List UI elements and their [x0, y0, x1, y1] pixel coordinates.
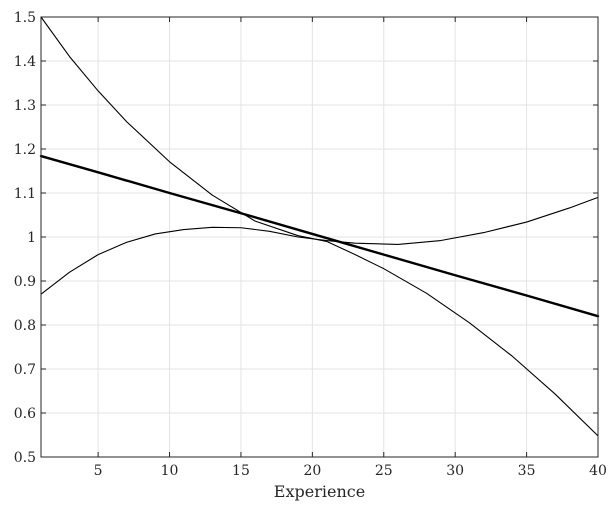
y-tick-label: 1.5: [14, 10, 36, 26]
ticks: 5 10 15 20 25 30 35 40 0.5 0.6 0.7 0.8 0.9 1 1.1 1.2 1.3…: [14, 10, 607, 479]
series-line-3: [40, 196, 599, 295]
x-tick-label: 30: [446, 463, 464, 479]
series-layer: [39, 16, 600, 437]
series-line-2: [40, 16, 599, 437]
y-tick-label: 0.6: [14, 406, 36, 422]
x-axis-label: Experience: [274, 482, 365, 501]
y-tick-label: 0.5: [14, 450, 36, 466]
y-tick-label: 0.8: [14, 318, 36, 334]
x-tick-label: 35: [518, 463, 536, 479]
y-tick-label: 1.4: [14, 54, 36, 70]
y-tick-label: 1.1: [14, 186, 36, 202]
x-tick-label: 20: [303, 463, 321, 479]
y-tick-label: 1: [27, 230, 36, 246]
y-tick-label: 0.9: [14, 274, 36, 290]
x-tick-label: 25: [375, 463, 393, 479]
x-tick-label: 5: [94, 463, 103, 479]
y-tick-label: 1.3: [14, 98, 36, 114]
series-line-1: [39, 154, 600, 318]
x-tick-label: 15: [232, 463, 250, 479]
x-tick-label: 40: [589, 463, 607, 479]
y-tick-label: 1.2: [14, 142, 36, 158]
y-tick-label: 0.7: [14, 362, 36, 378]
x-tick-label: 10: [161, 463, 179, 479]
